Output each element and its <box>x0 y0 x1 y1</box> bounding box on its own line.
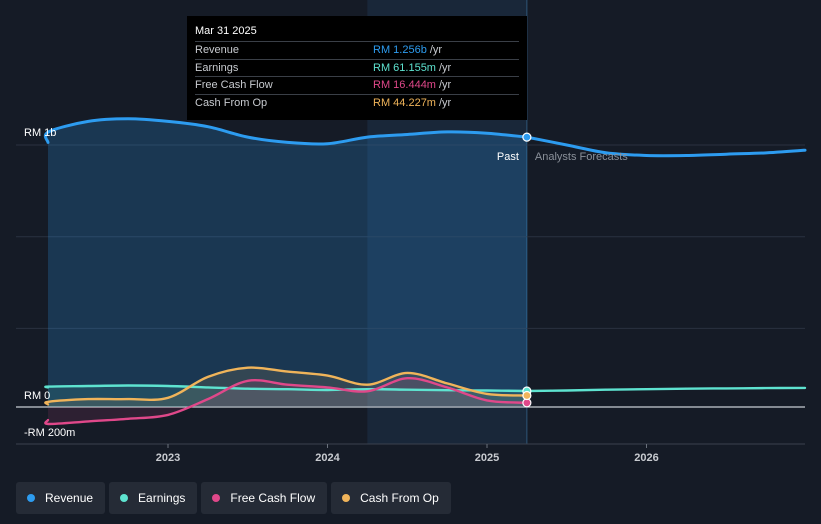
tooltip-unit: /yr <box>429 44 443 56</box>
past-label: Past <box>497 151 519 163</box>
free-cash-flow-line <box>44 376 529 426</box>
legend-label: Revenue <box>45 491 94 505</box>
x-axis-label: 2026 <box>634 452 658 464</box>
series-areas <box>45 118 527 425</box>
gridlines <box>16 144 805 445</box>
chart-legend: Revenue Earnings Free Cash Flow Cash Fro… <box>16 482 451 516</box>
axis-labels: RM 1b RM 0 -RM 200m 2023 2024 2025 2026 Past Ana… <box>24 127 659 464</box>
x-axis-label: 2025 <box>475 452 499 464</box>
tooltip-label: Earnings <box>195 61 239 74</box>
revenue-area <box>45 118 527 408</box>
cash-from-op-line <box>44 366 529 406</box>
y-axis-label: RM 1b <box>24 127 56 139</box>
legend-label: Cash From Op <box>360 491 439 505</box>
series-lines <box>43 117 807 426</box>
legend-item-earnings[interactable]: Earnings <box>109 482 198 514</box>
y-axis-label: RM 0 <box>24 390 50 402</box>
data-tooltip: Mar 31 2025 Revenue RM 1.256b /yr Earnin… <box>187 16 527 120</box>
legend-item-cash-from-op[interactable]: Cash From Op <box>331 482 451 514</box>
series-markers <box>522 132 532 408</box>
earnings-line <box>44 384 529 393</box>
tooltip-label: Free Cash Flow <box>195 79 273 91</box>
tooltip-label: Revenue <box>195 44 240 56</box>
y-axis-label: -RM 200m <box>24 427 75 439</box>
tooltip-row-earnings: Earnings RM 61.155m /yr <box>195 58 519 77</box>
forecast-label: Analysts Forecasts <box>535 151 628 163</box>
tooltip-value: RM 16.444m <box>373 79 436 91</box>
tooltip-value: RM 61.155m <box>373 61 436 74</box>
tooltip-unit: /yr <box>438 96 452 109</box>
revenue-forecast-line <box>525 135 807 158</box>
x-axis-label: 2023 <box>156 452 180 464</box>
revenue-line <box>43 117 529 146</box>
legend-label: Free Cash Flow <box>230 491 316 505</box>
tooltip-row-cash-from-op: Cash From Op RM 44.227m /yr <box>195 93 519 112</box>
legend-dot-icon <box>342 494 351 502</box>
legend-item-revenue[interactable]: Revenue <box>16 482 106 514</box>
tooltip-row-free-cash-flow: Free Cash Flow RM 16.444m /yr <box>195 76 519 94</box>
cash-from-op-marker <box>522 390 532 401</box>
x-axis-label: 2024 <box>315 452 340 464</box>
legend-dot-icon <box>212 494 221 502</box>
tooltip-label: Cash From Op <box>195 96 268 109</box>
earnings-forecast-line <box>525 386 807 393</box>
tooltip-unit: /yr <box>438 79 452 91</box>
tooltip-row-revenue: Revenue RM 1.256b /yr <box>195 41 519 59</box>
tooltip-value: RM 44.227m <box>373 96 436 109</box>
legend-label: Earnings <box>138 491 186 505</box>
tooltip-unit: /yr <box>438 61 452 74</box>
tooltip-value: RM 1.256b <box>373 44 427 56</box>
legend-dot-icon <box>27 494 35 502</box>
legend-dot-icon <box>120 494 129 502</box>
legend-item-free-cash-flow[interactable]: Free Cash Flow <box>201 482 328 514</box>
revenue-marker <box>522 132 532 142</box>
tooltip-date: Mar 31 2025 <box>195 25 257 37</box>
